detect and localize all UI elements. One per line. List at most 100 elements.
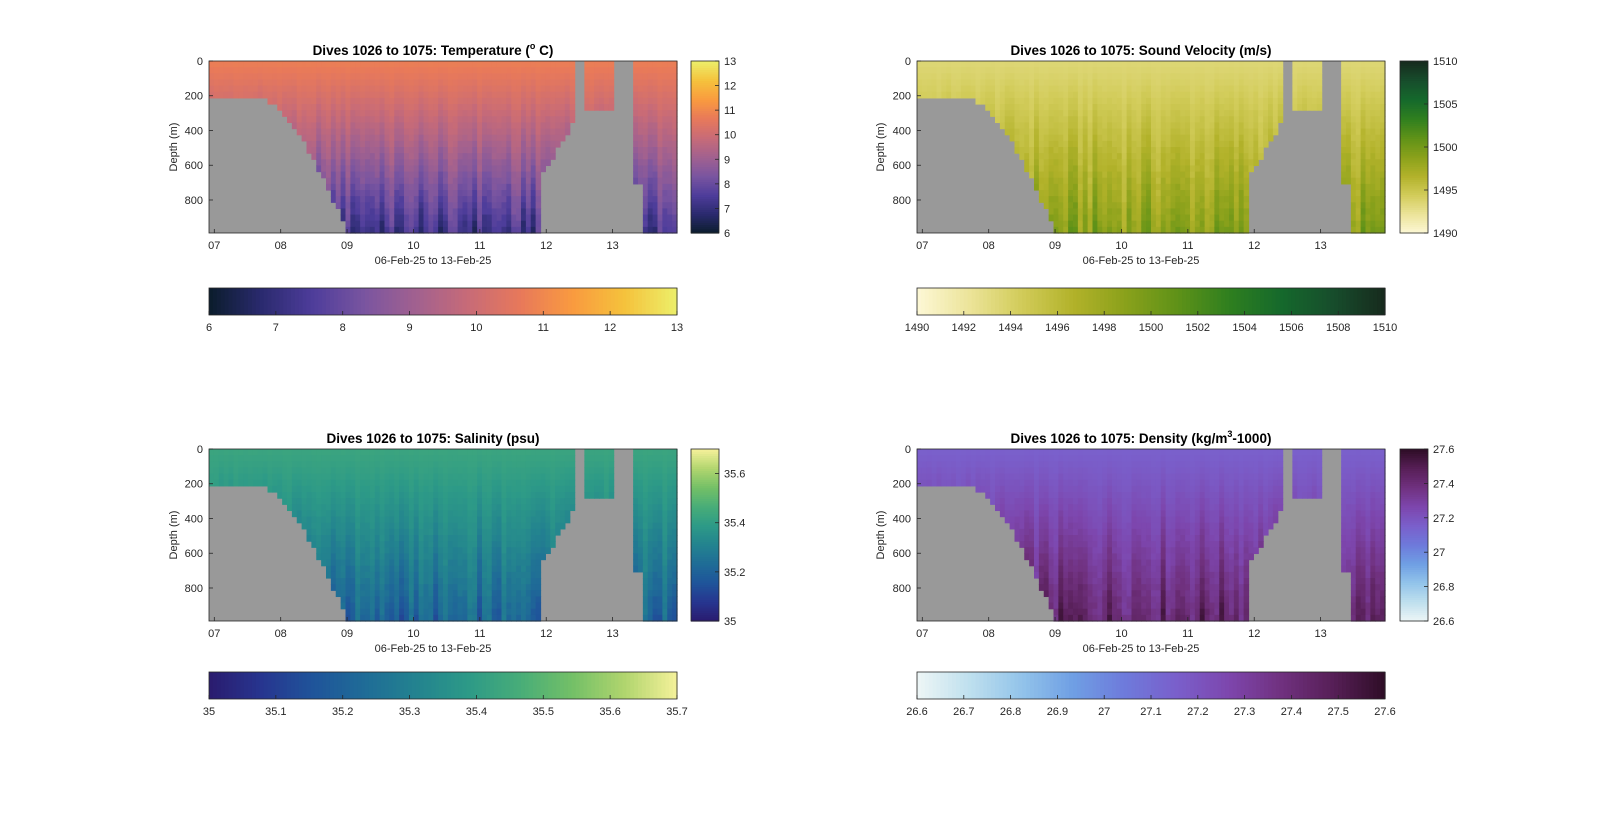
- heatmap-cell: [1268, 85, 1274, 93]
- heatmap-cell: [1219, 128, 1225, 136]
- colorbar-swatch: [212, 288, 218, 315]
- heatmap-cell: [1263, 91, 1269, 99]
- heatmap-cell: [340, 596, 347, 604]
- heatmap-cell: [516, 153, 522, 160]
- heatmap-cell: [980, 97, 986, 105]
- heatmap-cell: [355, 91, 361, 99]
- heatmap-cell: [321, 455, 327, 462]
- heatmap-cell: [365, 171, 371, 179]
- heatmap-cell: [1141, 134, 1147, 142]
- heatmap-cell: [369, 565, 376, 573]
- heatmap-cell: [1131, 165, 1137, 173]
- colorbar-swatch: [691, 93, 719, 96]
- heatmap-cell: [277, 91, 283, 99]
- heatmap-cell: [1092, 183, 1098, 191]
- heatmap-cell: [316, 110, 322, 117]
- heatmap-cell: [642, 165, 649, 173]
- heatmap-cell: [1136, 61, 1142, 68]
- heatmap-cell: [1068, 220, 1074, 228]
- heatmap-cell: [1048, 79, 1055, 87]
- heatmap-cell: [316, 73, 322, 81]
- heatmap-cell: [335, 535, 342, 542]
- heatmap-cell: [1248, 147, 1254, 154]
- colorbar-swatch: [329, 288, 335, 315]
- heatmap-cell: [550, 91, 556, 99]
- heatmap-cell: [287, 455, 293, 462]
- heatmap-cell: [1126, 171, 1133, 179]
- heatmap-cell: [330, 571, 337, 579]
- heatmap-cell: [1355, 177, 1362, 185]
- heatmap-cell: [1097, 202, 1103, 210]
- heatmap-cell: [941, 91, 947, 99]
- heatmap-cell: [1238, 196, 1245, 203]
- heatmap-cell: [369, 134, 376, 142]
- heatmap-cell: [965, 67, 972, 74]
- heatmap-cell: [1112, 73, 1118, 81]
- heatmap-cell: [1375, 134, 1381, 142]
- heatmap-cell: [238, 85, 244, 93]
- heatmap-cell: [1043, 190, 1050, 197]
- heatmap-cell: [540, 153, 546, 160]
- colorbar-swatch: [396, 288, 401, 315]
- colorbar-swatch: [587, 288, 592, 315]
- heatmap-cell: [1214, 104, 1220, 111]
- heatmap-cell: [642, 159, 649, 167]
- heatmap-cell: [496, 97, 503, 105]
- heatmap-cell: [491, 79, 498, 87]
- heatmap-cell: [252, 67, 259, 74]
- heatmap-cell: [491, 165, 498, 173]
- heatmap-cell: [404, 498, 410, 505]
- colorbar-swatch: [380, 288, 386, 315]
- heatmap-cell: [404, 85, 410, 93]
- heatmap-cell: [491, 190, 498, 197]
- heatmap-cell: [662, 220, 668, 228]
- heatmap-cell: [1253, 73, 1259, 81]
- colorbar-swatch: [1201, 288, 1207, 315]
- heatmap-cell: [316, 547, 322, 555]
- heatmap-cell: [1248, 128, 1254, 136]
- heatmap-cell: [1102, 97, 1108, 105]
- heatmap-cell: [633, 73, 639, 81]
- heatmap-cell: [345, 183, 351, 191]
- heatmap-cell: [218, 73, 225, 81]
- heatmap-cell: [399, 553, 405, 561]
- heatmap-cell: [374, 504, 381, 512]
- heatmap-cell: [213, 449, 220, 456]
- heatmap-cell: [423, 165, 429, 173]
- heatmap-cell: [1219, 220, 1225, 228]
- colorbar-swatch: [431, 288, 436, 315]
- heatmap-cell: [550, 79, 556, 87]
- heatmap-cell: [1068, 91, 1074, 99]
- heatmap-cell: [335, 140, 342, 148]
- heatmap-cell: [672, 61, 678, 68]
- heatmap-cell: [1087, 79, 1094, 87]
- heatmap-cell: [1341, 91, 1347, 99]
- heatmap-cell: [379, 485, 386, 493]
- heatmap-cell: [384, 516, 390, 524]
- heatmap-cell: [374, 528, 381, 536]
- heatmap-cell: [1190, 190, 1196, 197]
- colorbar-swatch: [691, 86, 719, 90]
- heatmap-cell: [496, 85, 503, 93]
- heatmap-cell: [404, 449, 410, 456]
- heatmap-cell: [306, 535, 312, 542]
- heatmap-cell: [1233, 110, 1240, 117]
- heatmap-cell: [321, 473, 327, 481]
- heatmap-cell: [1341, 171, 1347, 179]
- heatmap-cell: [404, 134, 410, 142]
- heatmap-cell: [530, 61, 537, 68]
- heatmap-cell: [360, 110, 366, 117]
- heatmap-cell: [443, 91, 449, 99]
- heatmap-cell: [1370, 128, 1376, 136]
- heatmap-cell: [467, 122, 473, 130]
- heatmap-cell: [594, 104, 600, 111]
- heatmap-cell: [482, 171, 488, 179]
- colorbar-swatch: [1127, 288, 1133, 315]
- heatmap-cell: [1199, 147, 1206, 154]
- heatmap-cell: [1019, 67, 1025, 74]
- heatmap-cell: [496, 67, 503, 74]
- heatmap-cell: [369, 504, 376, 512]
- heatmap-cell: [1272, 128, 1279, 136]
- heatmap-cell: [340, 602, 347, 610]
- colorbar-swatch: [1193, 288, 1199, 315]
